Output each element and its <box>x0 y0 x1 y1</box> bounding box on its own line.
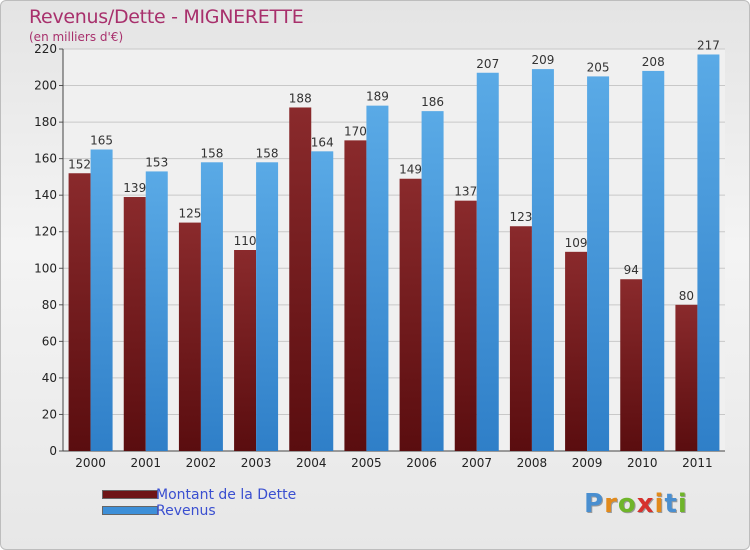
bar-debt <box>123 197 146 451</box>
bar-revenue <box>311 151 334 451</box>
logo-letter: P <box>584 489 605 519</box>
chart-title: Revenus/Dette - MIGNERETTE <box>29 6 304 28</box>
data-label: 209 <box>531 53 554 67</box>
bar-revenue <box>145 171 168 451</box>
bar-debt <box>620 279 643 451</box>
legend-item-debt: Montant de la Dette <box>102 487 296 503</box>
x-tick-label: 2011 <box>682 456 713 470</box>
bar-revenue <box>90 149 113 451</box>
y-tick-label: 80 <box>42 298 57 312</box>
legend-swatch-revenue <box>102 506 158 515</box>
x-tick-label: 2002 <box>186 456 217 470</box>
x-tick-label: 2008 <box>517 456 548 470</box>
y-tick-label: 120 <box>34 225 57 239</box>
logo-letter: r <box>604 489 618 519</box>
x-tick-label: 2006 <box>406 456 437 470</box>
legend-label-revenue: Revenus <box>156 502 216 519</box>
legend-label-debt: Montant de la Dette <box>156 486 297 503</box>
data-label: 109 <box>565 236 588 250</box>
data-label: 80 <box>679 289 694 303</box>
y-tick-label: 60 <box>42 334 57 348</box>
logo-letter: i <box>677 489 688 519</box>
bar-revenue <box>366 105 389 452</box>
data-label: 158 <box>200 146 223 160</box>
data-label: 189 <box>366 90 389 104</box>
plot-area <box>63 49 725 451</box>
x-tick-label: 2005 <box>351 456 382 470</box>
data-label: 158 <box>256 146 279 160</box>
data-label: 139 <box>123 181 146 195</box>
bar-revenue <box>587 76 610 451</box>
data-label: 123 <box>509 210 532 224</box>
y-tick-label: 220 <box>34 42 57 56</box>
bar-debt <box>509 226 532 451</box>
x-tick-label: 2010 <box>627 456 658 470</box>
data-label: 125 <box>178 207 201 221</box>
bar-debt <box>399 178 422 451</box>
data-label: 207 <box>476 57 499 71</box>
data-label: 188 <box>289 91 312 105</box>
bar-debt <box>68 173 91 451</box>
logo-letter: o <box>617 489 637 519</box>
bar-debt <box>454 200 477 451</box>
y-tick-label: 100 <box>34 261 57 275</box>
data-label: 137 <box>454 185 477 199</box>
data-label: 186 <box>421 95 444 109</box>
y-tick-label: 20 <box>42 407 57 421</box>
y-tick-label: 140 <box>34 188 57 202</box>
data-label: 94 <box>624 263 639 277</box>
y-tick-label: 180 <box>34 115 57 129</box>
x-tick-label: 2009 <box>572 456 603 470</box>
bar-debt <box>234 250 257 451</box>
logo-letter: t <box>664 489 678 519</box>
bar-revenue <box>642 70 665 451</box>
data-label: 165 <box>90 134 113 148</box>
proxiti-logo: Proxiti <box>584 489 688 519</box>
x-tick-label: 2004 <box>296 456 327 470</box>
logo-letter: x <box>636 489 655 519</box>
data-label: 152 <box>68 157 91 171</box>
data-label: 208 <box>642 55 665 69</box>
bar-debt <box>565 251 588 451</box>
bar-revenue <box>476 72 499 451</box>
bar-debt <box>289 107 312 452</box>
bar-revenue <box>256 162 279 452</box>
logo-letter: i <box>654 489 665 519</box>
bar-revenue <box>421 111 444 452</box>
x-tick-label: 2007 <box>461 456 492 470</box>
y-tick-label: 200 <box>34 79 57 93</box>
x-tick-label: 2003 <box>241 456 272 470</box>
data-label: 153 <box>145 155 168 169</box>
x-tick-label: 2001 <box>130 456 161 470</box>
y-tick-label: 40 <box>42 371 57 385</box>
y-tick-label: 0 <box>49 444 57 458</box>
y-tick-label: 160 <box>34 152 57 166</box>
bar-debt <box>344 140 367 451</box>
bar-revenue <box>200 162 223 452</box>
data-label: 205 <box>587 60 610 74</box>
bar-revenue <box>697 54 720 452</box>
bar-debt <box>178 222 201 451</box>
data-label: 110 <box>234 234 257 248</box>
x-tick-label: 2000 <box>75 456 106 470</box>
legend-swatch-debt <box>102 490 158 499</box>
bar-revenue <box>531 69 554 451</box>
legend-item-revenue: Revenus <box>102 503 216 519</box>
data-label: 217 <box>697 38 720 52</box>
bar-debt <box>675 304 698 451</box>
chart-subtitle: (en milliers d'€) <box>29 30 124 44</box>
data-label: 149 <box>399 163 422 177</box>
data-label: 170 <box>344 124 367 138</box>
data-label: 164 <box>311 135 334 149</box>
